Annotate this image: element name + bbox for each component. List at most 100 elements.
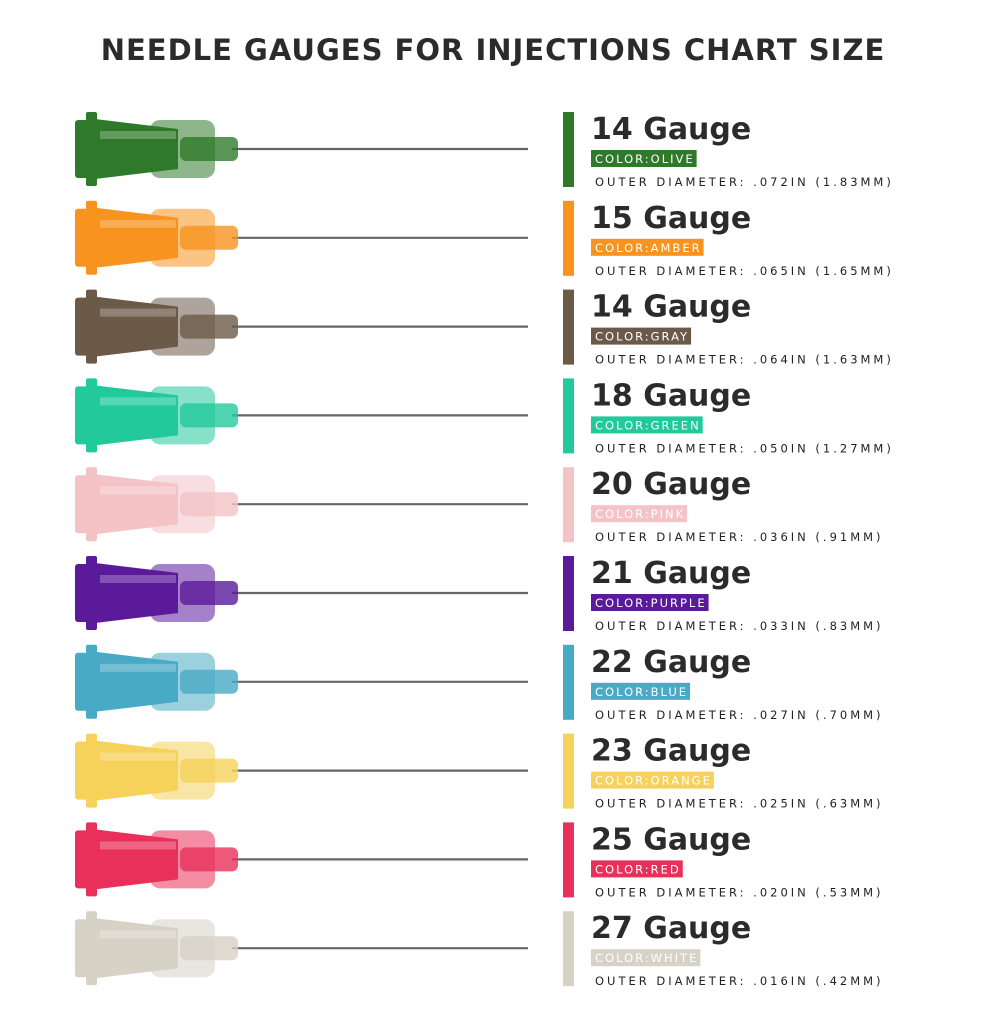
color-tag — [591, 949, 701, 967]
needle-row: 15 Gauge COLOR:AMBER OUTER DIAMETER: .065I… — [75, 200, 894, 278]
color-label: COLOR:OLIVE — [595, 152, 695, 166]
diameter-label: OUTER DIAMETER: .050IN (1.27MM) — [595, 441, 894, 455]
color-tag — [591, 238, 704, 256]
needle-row: 22 Gauge COLOR:BLUE OUTER DIAMETER: .027IN… — [75, 644, 884, 722]
diameter-label: OUTER DIAMETER: .027IN (.70MM) — [595, 708, 884, 722]
hub-shine — [100, 575, 176, 583]
hub-tip — [180, 581, 238, 605]
hub-tip — [180, 314, 238, 339]
needle-row: 14 Gauge COLOR:OLIVE OUTER DIAMETER: .072I… — [75, 112, 894, 189]
hub-flange — [86, 911, 97, 986]
color-bar — [563, 733, 574, 809]
color-bar — [563, 911, 574, 987]
color-tag — [591, 327, 692, 345]
color-label: COLOR:GRAY — [595, 330, 689, 344]
hub-tip — [180, 492, 238, 517]
hub-shine — [100, 663, 176, 672]
hub-shine — [100, 308, 176, 317]
gauge-label: 27 Gauge — [591, 911, 751, 946]
hub-body — [95, 296, 178, 357]
color-tag — [591, 860, 683, 878]
diameter-label: OUTER DIAMETER: .033IN (.83MM) — [595, 619, 884, 633]
diameter-label: OUTER DIAMETER: .036IN (.91MM) — [595, 530, 884, 544]
diameter-label: OUTER DIAMETER: .025IN (.63MM) — [595, 797, 884, 811]
hub-flange — [86, 378, 97, 453]
color-bar — [563, 467, 574, 543]
needle-row: 21 Gauge COLOR:PURPLE OUTER DIAMETER: .033… — [75, 556, 884, 633]
hub-flange — [86, 556, 97, 630]
color-tag — [591, 416, 703, 434]
color-tag — [591, 505, 688, 523]
color-label: COLOR:PINK — [595, 507, 685, 521]
needle-row: 14 Gauge COLOR:GRAY OUTER DIAMETER: .064IN… — [75, 289, 894, 367]
diameter-label: OUTER DIAMETER: .016IN (.42MM) — [595, 974, 884, 988]
diameter-label: OUTER DIAMETER: .072IN (1.83MM) — [595, 175, 894, 189]
gauge-label: 22 Gauge — [591, 645, 751, 680]
gauge-label: 15 Gauge — [591, 201, 751, 236]
gauge-label: 18 Gauge — [591, 378, 751, 413]
gauge-label: 23 Gauge — [591, 734, 751, 769]
hub-tip — [180, 847, 238, 872]
hub-body — [95, 207, 178, 268]
color-label: COLOR:ORANGE — [595, 774, 712, 788]
needle-row: 20 Gauge COLOR:PINK OUTER DIAMETER: .036IN… — [75, 467, 884, 544]
diameter-label: OUTER DIAMETER: .065IN (1.65MM) — [595, 264, 894, 278]
hub-shine — [100, 397, 176, 406]
gauge-label: 14 Gauge — [591, 290, 751, 325]
hub-shine — [100, 219, 176, 228]
hub-shine — [100, 841, 176, 850]
hub-tip — [180, 936, 238, 961]
gauge-label: 20 Gauge — [591, 467, 751, 502]
hub-shine — [100, 131, 176, 139]
color-label: COLOR:WHITE — [595, 951, 698, 965]
color-label: COLOR:BLUE — [595, 685, 688, 699]
hub-body — [95, 119, 178, 179]
color-tag — [591, 594, 709, 611]
hub-tip — [180, 137, 238, 161]
hub-body — [95, 385, 178, 446]
hub-tip — [180, 669, 238, 694]
hub-flange — [86, 289, 97, 364]
color-bar — [563, 644, 574, 720]
color-bar — [563, 822, 574, 898]
hub-tip — [180, 225, 238, 250]
hub-flange — [86, 822, 97, 897]
color-tag — [591, 682, 691, 700]
color-bar — [563, 112, 574, 187]
color-bar — [563, 378, 574, 454]
hub-body — [95, 563, 178, 623]
needle-row: 27 Gauge COLOR:WHITE OUTER DIAMETER: .016I… — [75, 911, 884, 988]
color-label: COLOR:GREEN — [595, 418, 701, 432]
color-tag — [591, 771, 714, 789]
color-label: COLOR:RED — [595, 862, 681, 876]
hub-body — [95, 918, 178, 979]
hub-shine — [100, 930, 176, 939]
title: NEEDLE GAUGES FOR INJECTIONS CHART SIZE — [101, 33, 886, 67]
hub-flange — [86, 644, 97, 719]
needle-row: 25 Gauge COLOR:RED OUTER DIAMETER: .020IN … — [75, 822, 884, 899]
color-label: COLOR:PURPLE — [595, 596, 707, 610]
diameter-label: OUTER DIAMETER: .020IN (.53MM) — [595, 885, 884, 899]
color-tag — [591, 150, 697, 167]
needle-row: 18 Gauge COLOR:GREEN OUTER DIAMETER: .050I… — [75, 378, 894, 455]
hub-shine — [100, 486, 176, 495]
hub-tip — [180, 403, 238, 428]
color-label: COLOR:AMBER — [595, 241, 702, 255]
needle-row: 23 Gauge COLOR:ORANGE OUTER DIAMETER: .025… — [75, 733, 884, 811]
color-bar — [563, 556, 574, 631]
gauge-label: 25 Gauge — [591, 822, 751, 857]
gauge-label: 21 Gauge — [591, 556, 751, 591]
diameter-label: OUTER DIAMETER: .064IN (1.63MM) — [595, 353, 894, 367]
hub-tip — [180, 758, 238, 783]
hub-body — [95, 829, 178, 890]
hub-flange — [86, 733, 97, 808]
color-bar — [563, 200, 574, 276]
hub-body — [95, 740, 178, 801]
hub-flange — [86, 200, 97, 275]
gauge-label: 14 Gauge — [591, 112, 751, 147]
hub-flange — [86, 467, 97, 542]
hub-shine — [100, 752, 176, 761]
color-bar — [563, 289, 574, 365]
